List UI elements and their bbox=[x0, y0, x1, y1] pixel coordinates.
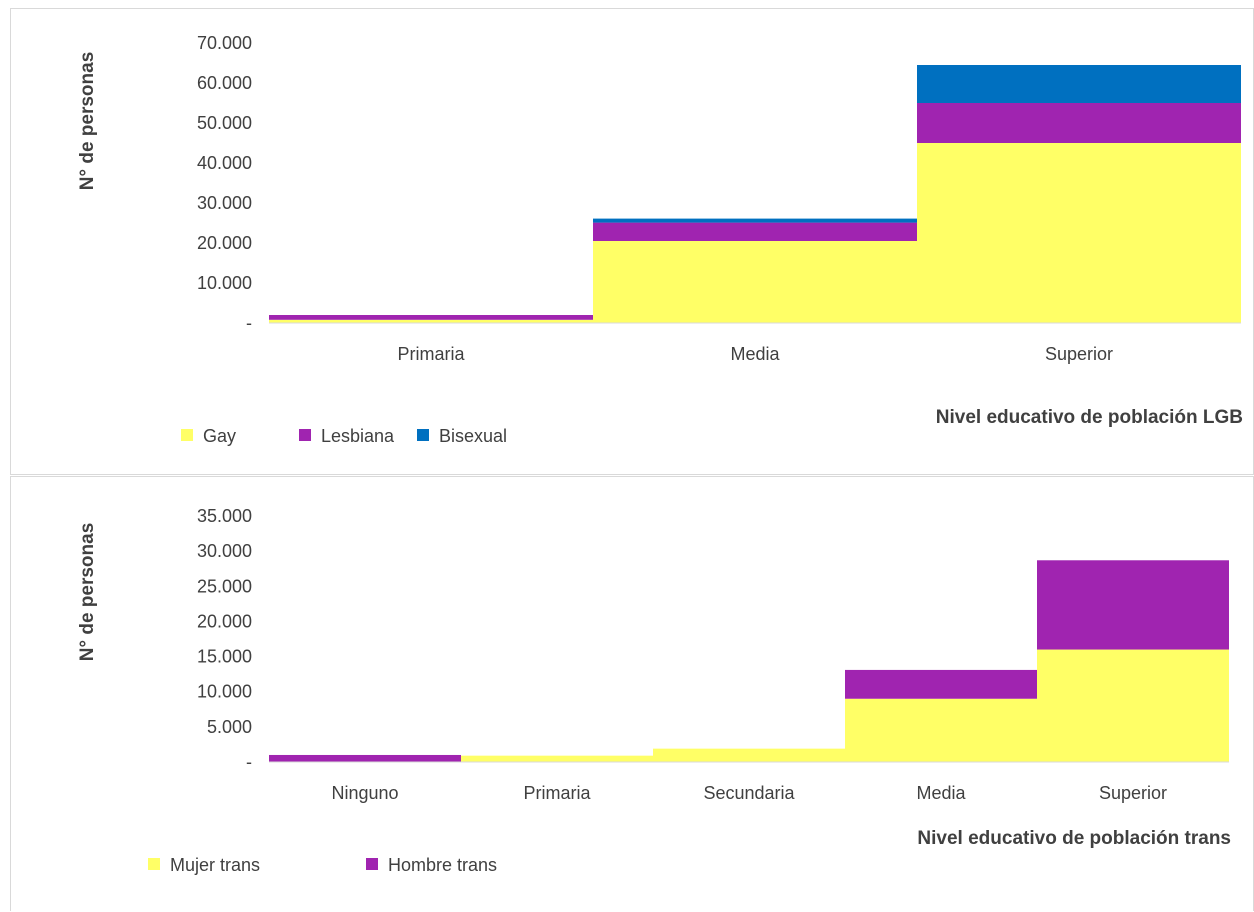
lgb-bar-lesbiana bbox=[269, 315, 593, 320]
lgb-xtick-label: Superior bbox=[1045, 344, 1113, 364]
lgb-ytick-label: 40.000 bbox=[197, 153, 252, 173]
trans-xtick-label: Superior bbox=[1099, 783, 1167, 803]
trans-ytick-label: 10.000 bbox=[197, 682, 252, 702]
lgb-chart-panel: - 10.000 20.000 30.000 40.000 50.000 60.000 70.… bbox=[10, 8, 1254, 475]
trans-bar-mujer-trans bbox=[845, 698, 1037, 762]
lgb-legend-label: Bisexual bbox=[439, 426, 507, 446]
trans-legend-label: Mujer trans bbox=[170, 855, 260, 875]
trans-xtick-label: Secundaria bbox=[703, 783, 795, 803]
trans-ytick-label: 5.000 bbox=[207, 717, 252, 737]
lgb-bar-gay bbox=[269, 319, 593, 323]
trans-ytick-label: 15.000 bbox=[197, 647, 252, 667]
lgb-legend-swatch bbox=[181, 429, 193, 441]
lgb-ytick-label: - bbox=[246, 313, 252, 333]
trans-chart: - 5.000 10.000 15.000 20.000 25.000 30.000 35.0… bbox=[77, 506, 1231, 875]
lgb-ytick-label: 50.000 bbox=[197, 113, 252, 133]
lgb-xtick-label: Media bbox=[730, 344, 780, 364]
lgb-bar-gay bbox=[917, 143, 1241, 323]
lgb-bar-bisexual bbox=[917, 65, 1241, 103]
lgb-bar-lesbiana bbox=[593, 222, 917, 241]
trans-y-axis-title: N° de personas bbox=[77, 523, 98, 662]
trans-chart-panel: - 5.000 10.000 15.000 20.000 25.000 30.000 35.0… bbox=[10, 476, 1254, 911]
lgb-ytick-label: 20.000 bbox=[197, 233, 252, 253]
lgb-chart: - 10.000 20.000 30.000 40.000 50.000 60.000 70.… bbox=[77, 33, 1243, 446]
trans-bar-mujer-trans bbox=[461, 755, 653, 762]
trans-legend-swatch bbox=[148, 858, 160, 870]
lgb-ytick-label: 10.000 bbox=[197, 273, 252, 293]
trans-bar-hombre-trans bbox=[269, 754, 461, 762]
trans-ytick-label: 30.000 bbox=[197, 541, 252, 561]
trans-ytick-label: 20.000 bbox=[197, 611, 252, 631]
trans-legend-label: Hombre trans bbox=[388, 855, 497, 875]
trans-ytick-label: - bbox=[246, 752, 252, 772]
trans-xtick-label: Ninguno bbox=[331, 783, 398, 803]
lgb-x-axis-title: Nivel educativo de población LGB bbox=[936, 407, 1243, 428]
trans-legend-swatch bbox=[366, 858, 378, 870]
lgb-bar-gay bbox=[593, 241, 917, 323]
lgb-ytick-label: 60.000 bbox=[197, 73, 252, 93]
lgb-bar-lesbiana bbox=[917, 103, 1241, 143]
lgb-legend-label: Lesbiana bbox=[321, 426, 395, 446]
lgb-ytick-label: 30.000 bbox=[197, 193, 252, 213]
lgb-legend-label: Gay bbox=[203, 426, 236, 446]
trans-xtick-label: Primaria bbox=[523, 783, 591, 803]
trans-ytick-label: 25.000 bbox=[197, 576, 252, 596]
trans-bar-hombre-trans bbox=[845, 669, 1037, 699]
lgb-legend-swatch bbox=[417, 429, 429, 441]
lgb-xtick-label: Primaria bbox=[397, 344, 465, 364]
trans-bar-mujer-trans bbox=[653, 748, 845, 762]
lgb-y-axis-title: N° de personas bbox=[77, 52, 98, 191]
trans-x-axis-title: Nivel educativo de población trans bbox=[917, 828, 1231, 849]
trans-xtick-label: Media bbox=[916, 783, 966, 803]
lgb-bar-bisexual bbox=[593, 218, 917, 223]
trans-bar-mujer-trans bbox=[1037, 649, 1229, 762]
lgb-legend-swatch bbox=[299, 429, 311, 441]
trans-ytick-label: 35.000 bbox=[197, 506, 252, 526]
lgb-ytick-label: 70.000 bbox=[197, 33, 252, 53]
trans-bar-hombre-trans bbox=[1037, 560, 1229, 650]
